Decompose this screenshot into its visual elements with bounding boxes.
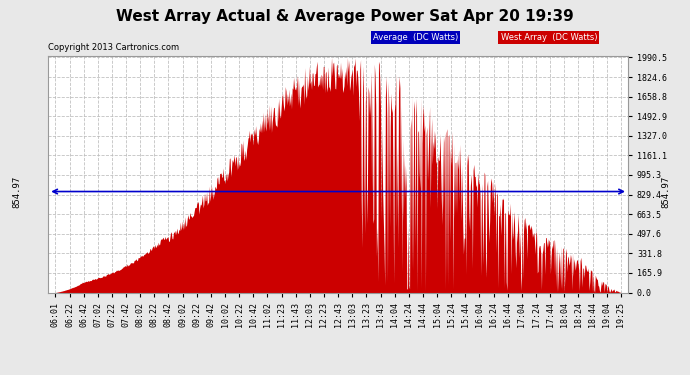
Text: Copyright 2013 Cartronics.com: Copyright 2013 Cartronics.com bbox=[48, 43, 179, 52]
Text: 854.97: 854.97 bbox=[12, 176, 22, 208]
Text: West Array Actual & Average Power Sat Apr 20 19:39: West Array Actual & Average Power Sat Ap… bbox=[116, 9, 574, 24]
Text: West Array  (DC Watts): West Array (DC Watts) bbox=[500, 33, 597, 42]
Text: Average  (DC Watts): Average (DC Watts) bbox=[373, 33, 458, 42]
Text: 854.97: 854.97 bbox=[661, 176, 671, 208]
